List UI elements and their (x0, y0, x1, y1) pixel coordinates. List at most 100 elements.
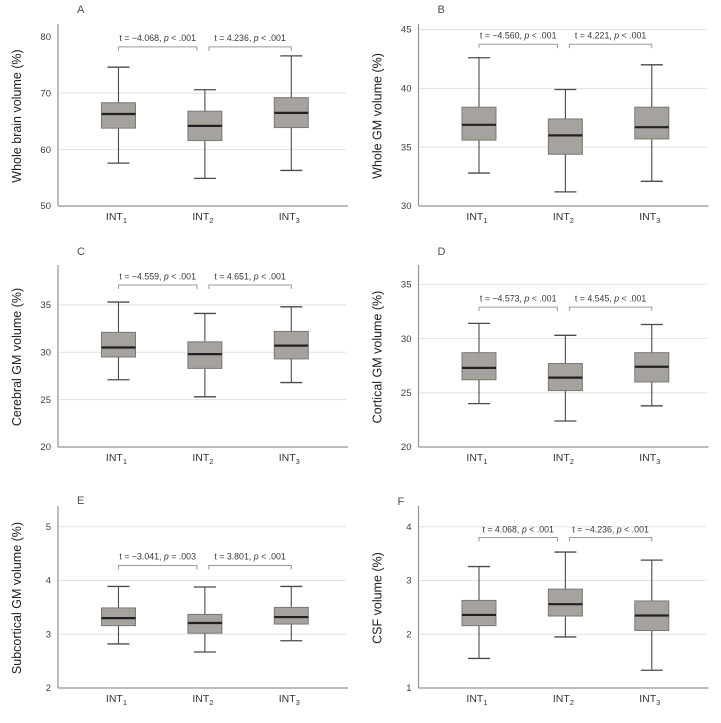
iqr-box (547, 588, 583, 617)
stat-annotation: t = 4.236, p < .001 (214, 33, 286, 43)
panel-B: 30 35 40 45 INT1 INT2 INT3 Whole GM volume (%) B… (360, 0, 721, 241)
bracket-line (568, 43, 653, 49)
y-tick-label: 30 (401, 334, 412, 345)
y-tick-label: 80 (40, 32, 51, 43)
comparison-bracket: t = −4.560, p < .001 (478, 30, 558, 49)
boxplot-int3 (634, 559, 670, 671)
boxplot-int3 (634, 64, 670, 182)
bracket-line (478, 306, 558, 312)
y-tick-label: 35 (401, 280, 412, 291)
bracket-line (478, 537, 558, 542)
y-tick-label: 45 (401, 25, 412, 36)
boxplot-int3 (273, 585, 309, 642)
iqr-box (273, 606, 309, 625)
y-axis-title: CSF volume (%) (371, 552, 385, 644)
iqr-box (461, 352, 497, 381)
boxplot-int1 (461, 322, 497, 405)
panel-D: 20 25 30 35 INT1 INT2 INT3 Cortical GM volume (… (360, 241, 721, 482)
bracket-line (208, 564, 292, 570)
comparison-bracket: t = −3.041, p = .003 (117, 551, 198, 570)
boxplot-int1 (100, 66, 136, 164)
comparison-bracket: t = 4.545, p < .001 (568, 293, 653, 312)
panel-svg-D: 20 25 30 35 INT1 INT2 INT3 Cortical GM volume (… (371, 246, 709, 466)
panel-svg-C: 20 25 30 35 INT1 INT2 INT3 Cerebral GM volume (… (10, 246, 348, 466)
panel-svg-B: 30 35 40 45 INT1 INT2 INT3 Whole GM volume (%) B… (371, 4, 709, 225)
bracket-line (568, 306, 653, 312)
x-tick-label-int3: INT3 (279, 452, 300, 466)
panel-svg-A: 50 60 70 80 INT1 INT2 INT3 Whole brain volume (… (10, 4, 348, 225)
y-tick-label: 2 (406, 629, 411, 640)
y-tick-label: 35 (401, 142, 412, 153)
x-tick-label-int2: INT2 (192, 211, 213, 225)
panel-letter: E (77, 495, 84, 507)
iqr-box (547, 118, 583, 155)
y-tick-label: 4 (406, 522, 411, 533)
bracket-line (568, 537, 653, 542)
y-axis-title: Whole brain volume (%) (10, 49, 24, 182)
boxplot-int1 (461, 57, 497, 174)
x-tick-label-int2: INT2 (553, 693, 574, 707)
x-tick-label-int1: INT1 (106, 211, 127, 225)
y-tick-label: 70 (40, 88, 51, 99)
boxplot-int2 (547, 88, 583, 193)
boxplot-int2 (187, 89, 223, 180)
stat-annotation: t = −4.560, p < .001 (480, 30, 557, 40)
y-tick-label: 40 (401, 84, 412, 95)
boxplot-int2 (187, 586, 223, 653)
y-tick-label: 30 (401, 201, 412, 212)
y-tick-label: 2 (46, 683, 51, 694)
x-tick-label-int3: INT3 (639, 693, 660, 707)
bracket-line (208, 284, 292, 289)
stat-annotation: t = 3.801, p < .001 (214, 551, 286, 561)
x-tick-label-int3: INT3 (639, 452, 660, 466)
panel-letter: B (438, 4, 445, 16)
x-tick-label-int3: INT3 (639, 211, 660, 225)
y-tick-label: 25 (40, 395, 51, 406)
boxplot-int1 (100, 585, 136, 645)
panel-A: 50 60 70 80 INT1 INT2 INT3 Whole brain volume (… (0, 0, 360, 241)
comparison-bracket: t = 4.651, p < .001 (208, 271, 292, 289)
y-tick-label: 3 (46, 629, 51, 640)
bracket-line (117, 46, 198, 51)
stat-annotation: t = −4.573, p < .001 (480, 293, 557, 303)
x-tick-label-int1: INT1 (106, 693, 127, 707)
x-tick-label-int3: INT3 (279, 211, 300, 225)
stat-annotation: t = −4.068, p < .001 (119, 33, 196, 43)
stat-annotation: t = −4.559, p < .001 (119, 271, 196, 281)
x-tick-label-int1: INT1 (466, 693, 487, 707)
bracket-line (208, 46, 292, 51)
y-axis-title: Cerebral GM volume (%) (10, 288, 24, 426)
iqr-box (100, 102, 136, 129)
y-tick-label: 4 (46, 576, 51, 587)
stat-annotation: t = 4.221, p < .001 (575, 30, 647, 40)
iqr-box (461, 599, 497, 627)
y-tick-label: 35 (40, 300, 51, 311)
comparison-bracket: t = 4.236, p < .001 (208, 33, 292, 51)
comparison-bracket: t = 4.221, p < .001 (568, 30, 653, 49)
iqr-box (100, 607, 136, 627)
y-tick-label: 60 (40, 145, 51, 156)
comparison-bracket: t = 3.801, p < .001 (208, 551, 292, 570)
panel-C: 20 25 30 35 INT1 INT2 INT3 Cerebral GM volume (… (0, 241, 360, 482)
x-tick-label-int3: INT3 (279, 693, 300, 707)
y-tick-label: 1 (406, 683, 411, 694)
x-tick-label-int2: INT2 (192, 693, 213, 707)
comparison-bracket: t = −4.068, p < .001 (117, 33, 198, 51)
panel-letter: F (398, 496, 405, 508)
panel-E: 2 3 4 5 INT1 INT2 INT3 Subcortical GM volume (%… (0, 482, 360, 723)
y-tick-label: 20 (40, 442, 51, 453)
stat-annotation: t = 4.545, p < .001 (575, 293, 647, 303)
stat-annotation: t = 4.651, p < .001 (214, 271, 286, 281)
x-tick-label-int2: INT2 (553, 452, 574, 466)
panel-svg-F: 1 2 3 4 INT1 INT2 INT3 CSF volume (%) Ft = 4.068… (371, 496, 709, 707)
boxplot-int2 (547, 334, 583, 422)
boxplot-int2 (187, 312, 223, 398)
bracket-line (478, 43, 558, 49)
y-tick-label: 30 (40, 347, 51, 358)
y-tick-label: 20 (401, 442, 412, 453)
bracket-line (117, 284, 198, 289)
stat-annotation: t = 4.068, p < .001 (482, 524, 554, 534)
boxplot-int1 (461, 565, 497, 660)
y-axis-title: Cortical GM volume (%) (371, 291, 385, 424)
